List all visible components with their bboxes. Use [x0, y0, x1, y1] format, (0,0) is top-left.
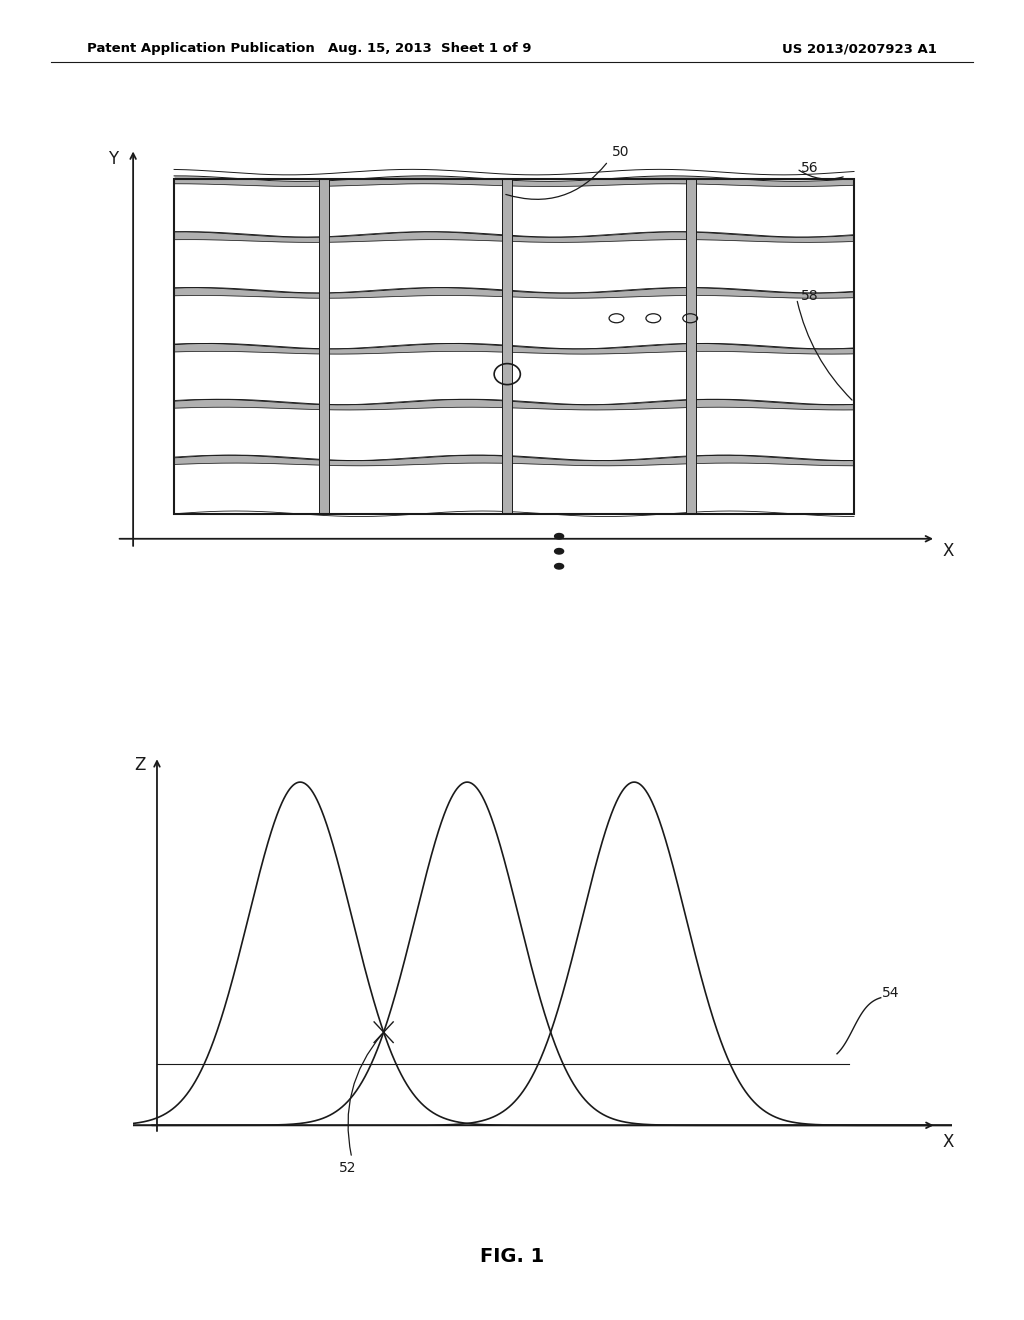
Text: Y: Y [108, 149, 118, 168]
Circle shape [555, 549, 563, 554]
Text: Aug. 15, 2013  Sheet 1 of 9: Aug. 15, 2013 Sheet 1 of 9 [329, 42, 531, 55]
Text: FIG. 1: FIG. 1 [480, 1247, 544, 1266]
Text: 50: 50 [612, 145, 630, 158]
Text: Z: Z [134, 756, 145, 774]
Text: 54: 54 [883, 986, 900, 1001]
Circle shape [555, 564, 563, 569]
Bar [174, 178, 854, 513]
Text: 52: 52 [339, 1162, 356, 1175]
Text: US 2013/0207923 A1: US 2013/0207923 A1 [782, 42, 937, 55]
Text: Patent Application Publication: Patent Application Publication [87, 42, 314, 55]
Circle shape [555, 533, 563, 539]
Text: 56: 56 [801, 161, 818, 174]
Text: 58: 58 [801, 289, 818, 304]
Text: X: X [942, 543, 954, 560]
Text: X: X [943, 1134, 954, 1151]
